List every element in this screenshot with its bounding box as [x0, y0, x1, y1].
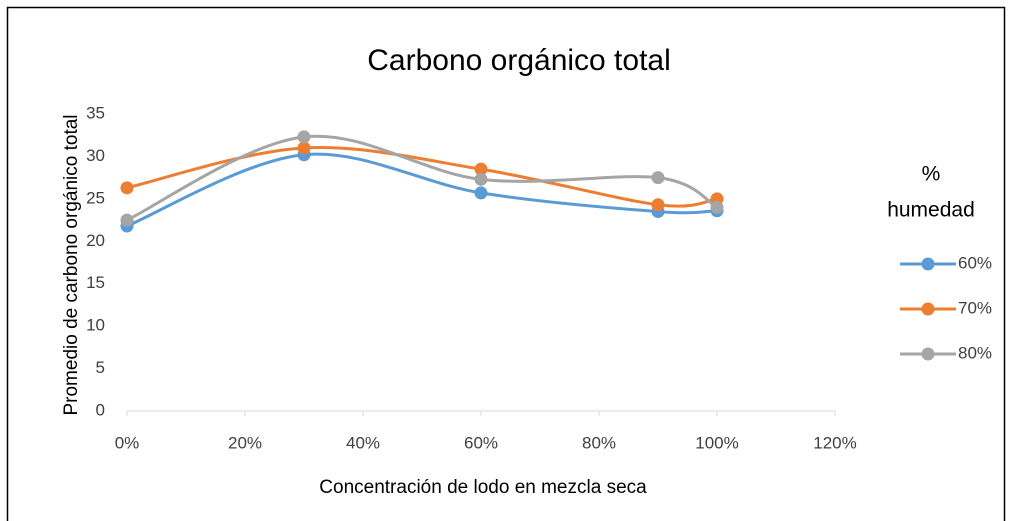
y-tick-label: 15: [86, 273, 105, 292]
y-tick-label: 10: [86, 316, 105, 335]
legend-title: %: [922, 163, 941, 186]
legend-marker: [921, 302, 935, 316]
y-tick-label: 25: [86, 188, 105, 207]
marker: [297, 130, 311, 144]
y-tick-label: 0: [96, 400, 105, 419]
marker: [120, 181, 134, 195]
marker: [474, 162, 488, 176]
legend-label: 60%: [958, 253, 992, 272]
legend-marker: [921, 257, 935, 271]
x-tick-label: 20%: [228, 433, 262, 452]
legend-marker: [921, 347, 935, 361]
chart-frame: [6, 6, 1006, 521]
legend-label: 70%: [958, 298, 992, 317]
marker: [651, 198, 665, 212]
marker: [474, 186, 488, 200]
marker: [297, 141, 311, 155]
marker: [651, 171, 665, 185]
y-axis-label: Promedio de carbono orgánico total: [61, 114, 82, 415]
marker: [474, 172, 488, 186]
chart-title: Carbono orgánico total: [367, 44, 671, 77]
legend-label: 80%: [958, 343, 992, 362]
x-tick-label: 120%: [813, 433, 856, 452]
x-tick-label: 100%: [695, 433, 738, 452]
x-tick-label: 60%: [464, 433, 498, 452]
x-axis-label: Concentración de lodo en mezcla seca: [319, 477, 647, 498]
x-tick-label: 0%: [115, 433, 140, 452]
y-tick-label: 5: [96, 358, 105, 377]
legend-title: humedad: [887, 199, 975, 222]
marker: [710, 200, 724, 214]
x-tick-label: 40%: [346, 433, 380, 452]
y-tick-label: 30: [86, 146, 105, 165]
y-tick-label: 35: [86, 103, 105, 122]
x-tick-label: 80%: [582, 433, 616, 452]
marker: [120, 213, 134, 227]
y-tick-label: 20: [86, 231, 105, 250]
